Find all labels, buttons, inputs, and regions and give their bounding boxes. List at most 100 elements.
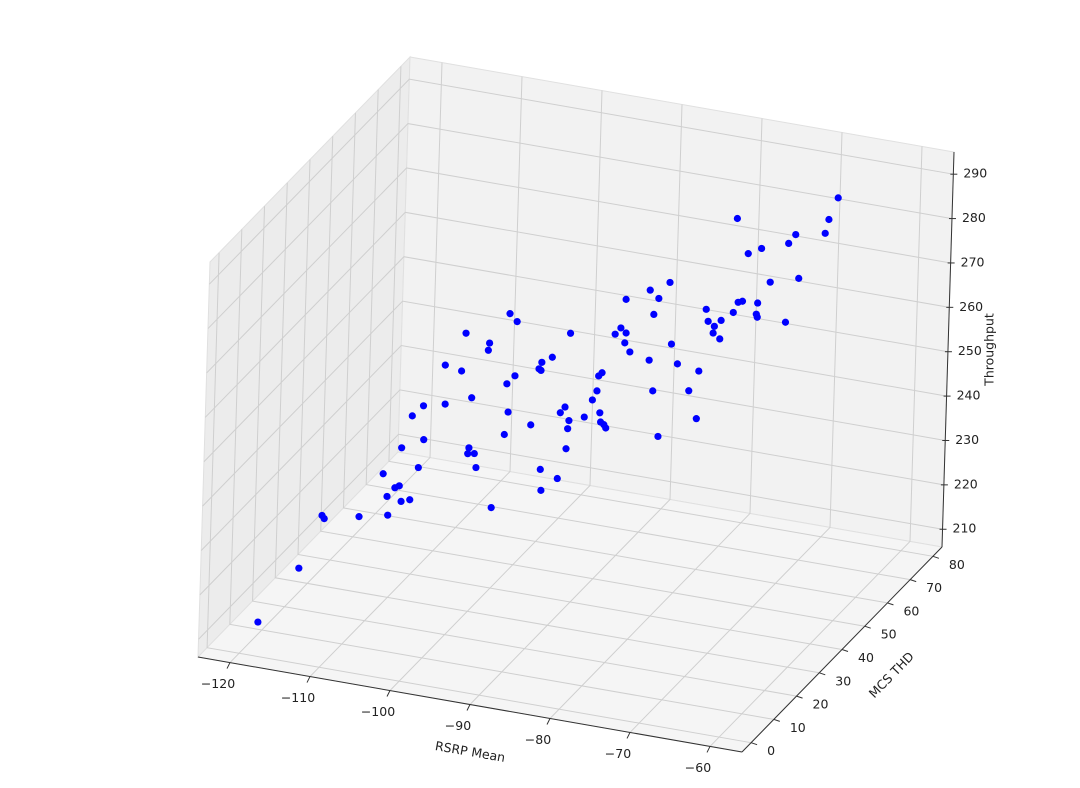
point [692, 415, 700, 423]
z-tick-label: 290 [963, 166, 987, 181]
grid-line [549, 118, 763, 719]
point [254, 618, 262, 626]
grid-line [200, 344, 946, 551]
point [580, 413, 588, 421]
point [655, 294, 663, 303]
z-tick-label: 210 [953, 521, 977, 536]
z-axis-line [941, 151, 955, 548]
point [295, 564, 303, 572]
grid-line [206, 252, 752, 744]
point [465, 444, 473, 452]
point [617, 324, 625, 332]
y-tick [819, 672, 826, 676]
x-tick [226, 662, 231, 669]
point [441, 361, 449, 369]
point [795, 274, 803, 282]
point [744, 250, 752, 258]
point [513, 318, 521, 326]
point [406, 496, 414, 504]
point [622, 295, 630, 303]
point [379, 470, 387, 478]
grid-line [274, 182, 820, 674]
x-tick-label: −70 [605, 746, 631, 761]
point [556, 409, 564, 417]
point [441, 400, 449, 408]
point [825, 215, 833, 224]
point [566, 329, 575, 337]
y-tick-label: 0 [767, 743, 775, 758]
grid-line [342, 112, 888, 604]
point [709, 329, 717, 337]
grid-line [229, 229, 774, 720]
marks [254, 194, 842, 626]
x-tick-label: −60 [685, 760, 711, 775]
point [710, 322, 718, 330]
z-tick-label: 280 [962, 210, 986, 225]
point [792, 230, 800, 239]
point [487, 504, 495, 512]
point [645, 356, 653, 364]
point [717, 316, 725, 325]
point [468, 394, 476, 402]
point [673, 360, 682, 368]
y-tick-label: 20 [813, 697, 829, 712]
point [355, 513, 363, 521]
point [486, 339, 494, 347]
z-tick-label: 220 [954, 476, 978, 491]
point [548, 353, 556, 361]
y-tick [773, 718, 780, 722]
z-axis-label: Throughput [982, 313, 997, 387]
point [470, 449, 478, 458]
point [588, 396, 596, 404]
grid-line [198, 433, 943, 640]
point [561, 403, 569, 411]
point [781, 318, 790, 326]
grid-line [309, 76, 523, 677]
point [500, 430, 508, 439]
point [598, 369, 606, 377]
x-axis-line [197, 656, 743, 753]
y-tick [750, 742, 758, 746]
grid-line [206, 167, 951, 374]
x-tick-label: −110 [281, 690, 315, 705]
grid-line [388, 66, 933, 557]
point [484, 346, 492, 354]
grid-line [709, 146, 923, 747]
x-tick-label: −120 [201, 676, 235, 691]
point [462, 329, 470, 337]
y-tick [841, 649, 849, 652]
point [458, 367, 466, 375]
point [383, 492, 391, 501]
panes [196, 55, 955, 753]
y-tick [864, 625, 871, 629]
point [785, 239, 793, 247]
point [733, 214, 741, 223]
point [754, 299, 762, 307]
x-tick-label: −100 [361, 704, 395, 719]
point [503, 380, 511, 388]
grid-line [207, 123, 953, 329]
y-tick-label: 10 [790, 720, 806, 735]
grid-line [203, 256, 949, 463]
point [464, 450, 472, 458]
y-tick [887, 602, 894, 606]
point [649, 387, 657, 395]
point [553, 474, 561, 483]
x-tick [546, 718, 551, 725]
z-tick-label: 270 [961, 254, 985, 269]
z-tick-label: 250 [958, 343, 982, 358]
grid-line [208, 78, 954, 285]
point [685, 387, 693, 395]
point [420, 436, 428, 444]
point [565, 417, 573, 425]
y-tick-label: 30 [835, 673, 851, 688]
y-tick-label: 50 [881, 627, 897, 642]
point [414, 463, 422, 472]
point [320, 514, 328, 523]
point [626, 348, 634, 356]
grid-line [320, 136, 865, 627]
point [593, 387, 601, 395]
x-tick-label: −90 [445, 718, 471, 733]
y-axis-line [741, 546, 943, 753]
